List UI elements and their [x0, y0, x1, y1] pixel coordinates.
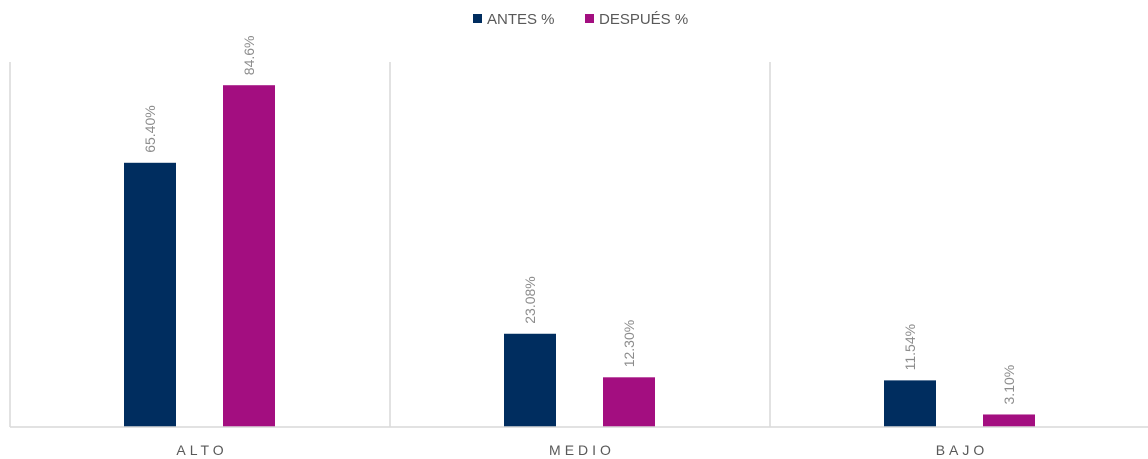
- data-label: 84.6%: [241, 36, 257, 76]
- data-label: 23.08%: [522, 276, 538, 323]
- category-label: ALTO: [176, 442, 227, 458]
- legend-swatch-antes: [473, 14, 482, 23]
- data-label: 65.40%: [142, 105, 158, 152]
- data-label: 3.10%: [1001, 365, 1017, 405]
- data-label: 11.54%: [902, 324, 918, 370]
- category-labels: ALTO MEDIO BAJO: [176, 442, 989, 458]
- bar-antes-alto: [124, 162, 176, 427]
- legend-swatch-despues: [585, 14, 594, 23]
- legend-label-despues: DESPUÉS %: [599, 11, 688, 28]
- category-separators: [9, 62, 771, 427]
- bar-antes-bajo: [884, 380, 936, 427]
- bars: [124, 85, 1035, 427]
- bar-antes-medio: [504, 333, 556, 427]
- bar-despues-bajo: [983, 414, 1035, 427]
- chart-legend: ANTES % DESPUÉS %: [473, 11, 688, 28]
- bar-despues-medio: [603, 377, 655, 427]
- legend-label-antes: ANTES %: [487, 11, 555, 28]
- category-label: BAJO: [936, 442, 989, 458]
- bar-despues-alto: [223, 85, 275, 427]
- category-label: MEDIO: [549, 442, 615, 458]
- data-label: 12.30%: [621, 320, 637, 367]
- data-labels: 65.40% 84.6% 23.08% 12.30% 11.54% 3.10%: [142, 36, 1017, 405]
